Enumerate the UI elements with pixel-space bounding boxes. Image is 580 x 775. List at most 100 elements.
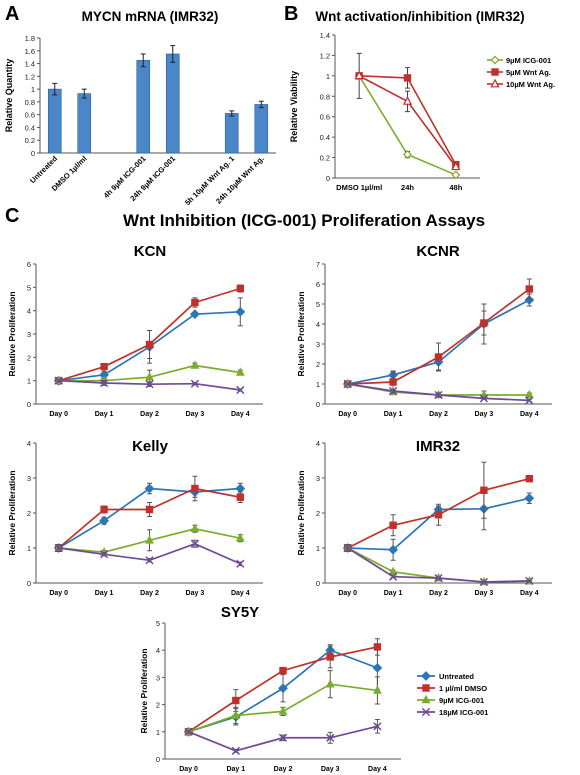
chart-title: KCN: [134, 243, 167, 260]
data-point: [479, 577, 489, 587]
data-point: [99, 378, 109, 388]
legend-label: 1 µl/ml DMSO: [439, 684, 487, 693]
data-point: [54, 543, 63, 553]
y-tick-label: 3: [156, 673, 160, 682]
data-point: [235, 483, 246, 494]
legend-label: Untreated: [439, 672, 474, 681]
data-point: [191, 298, 199, 307]
y-tick-label: 0.2: [25, 136, 35, 145]
y-tick-label: 5: [316, 300, 320, 309]
legend-marker: [421, 707, 431, 717]
error-bar: [258, 100, 264, 109]
x-tick-label: Day 4: [231, 590, 250, 597]
data-point: [100, 362, 108, 371]
data-point: [191, 484, 199, 493]
data-point: [145, 556, 154, 565]
y-axis-label: Relative Viability: [289, 71, 299, 142]
y-tick-label: 4: [316, 320, 320, 329]
data-point: [99, 550, 109, 559]
y-tick-label: 0: [326, 174, 330, 183]
x-tick-label: Day 2: [429, 590, 448, 597]
bar: [77, 93, 92, 154]
data-point: [190, 360, 200, 369]
panel-letter-b: B: [284, 3, 298, 25]
data-point: [389, 378, 397, 386]
chart-imr32: IMR32 Relative Proliferation 0 1 2 3 4 Day 0 Day…: [296, 438, 552, 597]
data-point: [189, 309, 200, 320]
y-tick-label: 5: [27, 283, 31, 292]
data-point: [145, 505, 154, 514]
x-tick-label: Day 1: [95, 411, 114, 418]
legend-label: 10µM Wnt Ag.: [506, 80, 555, 89]
data-point: [388, 544, 399, 555]
x-tick-label: Day 4: [520, 590, 539, 597]
y-tick-label: 6: [27, 260, 31, 269]
x-tick-label: Day 1: [226, 766, 245, 773]
data-point: [373, 722, 382, 731]
data-point: [145, 535, 154, 544]
data-point: [190, 523, 200, 533]
x-tick-label: Day 3: [186, 411, 205, 418]
y-tick-label: 3: [27, 474, 31, 483]
data-point: [235, 533, 245, 542]
y-tick-label: 1.4: [320, 31, 330, 40]
x-tick-label: Day 2: [429, 411, 448, 418]
legend-label: 9µM ICG-001: [506, 56, 551, 65]
data-point: [235, 306, 246, 317]
chart-title: IMR32: [416, 438, 460, 455]
y-tick-label: 4: [156, 646, 160, 655]
data-point: [278, 706, 288, 715]
data-point: [145, 380, 154, 389]
y-tick-label: 1.2: [25, 72, 35, 81]
data-point: [402, 95, 413, 105]
y-tick-label: 1: [326, 72, 330, 81]
data-point: [354, 70, 364, 80]
data-point: [525, 285, 533, 293]
y-tick-label: 3: [316, 340, 320, 349]
chart-kcn: KCN Relative Proliferation 0 1 2 3 4 5 6 Day 0 Day…: [7, 243, 263, 418]
x-tick-label: Day 4: [520, 411, 539, 418]
data-point: [326, 653, 334, 661]
data-point: [190, 539, 200, 548]
y-axis-label: Relative Proliferation: [296, 470, 306, 555]
data-point: [232, 696, 240, 705]
x-tick-label: Day 0: [179, 766, 198, 773]
data-point: [343, 379, 352, 389]
data-point: [372, 662, 383, 673]
legend-marker: [421, 671, 431, 681]
y-tick-label: 0.2: [320, 154, 330, 163]
x-tick-label: Day 2: [140, 411, 159, 418]
y-tick-label: 1.8: [25, 34, 35, 43]
y-tick-label: 5: [156, 619, 160, 628]
y-tick-label: 2: [27, 353, 31, 362]
error-bar: [140, 53, 146, 68]
data-point: [279, 666, 287, 675]
data-point: [434, 511, 443, 519]
x-tick-label: Day 4: [231, 411, 250, 418]
data-point: [190, 379, 200, 388]
x-tick-label: Day 0: [338, 411, 357, 418]
y-tick-label: 0.8: [25, 98, 35, 107]
x-tick-label: 24h: [401, 183, 414, 192]
chart-title: MYCN mRNA (IMR32): [82, 9, 219, 24]
data-point: [145, 340, 154, 349]
x-tick-label: Day 1: [384, 590, 403, 597]
y-tick-label: 2: [316, 360, 320, 369]
data-point: [100, 505, 108, 514]
error-bar: [170, 45, 176, 63]
chart-kcnr: KCNR Relative Proliferation 0 1 2 3 4 5 6 7 Day 0 D…: [296, 243, 552, 418]
data-point: [184, 727, 193, 736]
data-point: [236, 559, 245, 568]
legend-sy5y: Untreated 1 µl/ml DMSO 9µM ICG-001 18µM ICG…: [417, 671, 488, 717]
data-point: [388, 566, 398, 576]
data-point: [388, 386, 398, 396]
data-point: [524, 389, 534, 399]
x-tick-label: Day 3: [475, 590, 494, 597]
data-point: [278, 733, 288, 742]
x-tick-label: Day 4: [368, 766, 387, 773]
y-tick-label: 1: [31, 85, 35, 94]
y-tick-label: 0: [156, 755, 160, 764]
x-tick-label: 5h 10µM Wnt Ag. 1: [183, 154, 236, 207]
legend-marker: [490, 55, 500, 65]
y-tick-label: 0.4: [25, 123, 35, 132]
